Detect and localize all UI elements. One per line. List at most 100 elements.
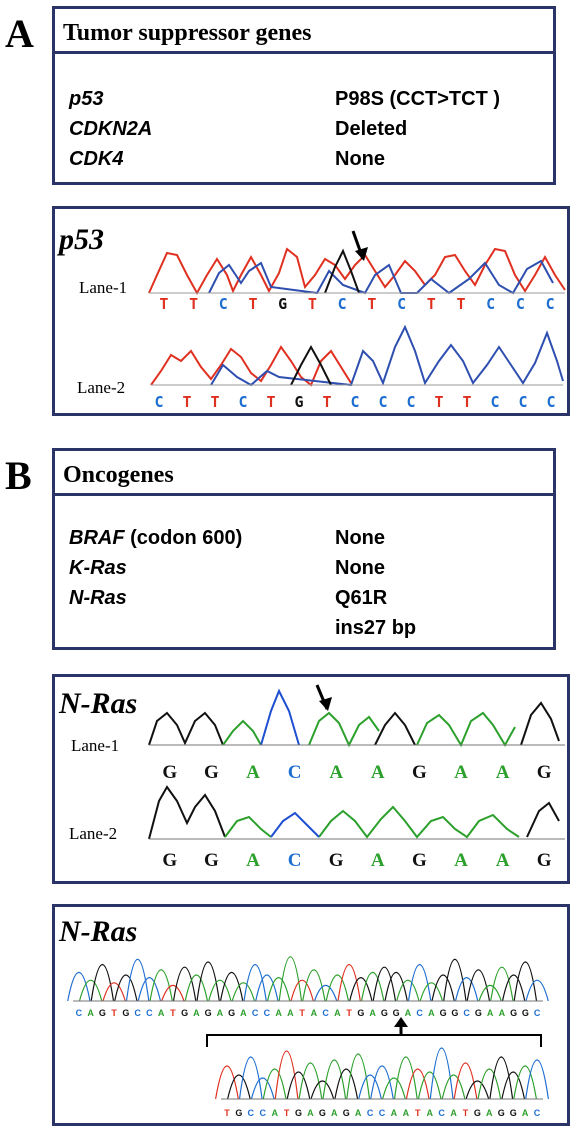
nras-lane2-trace-black (148, 785, 560, 840)
base-call: G (510, 1108, 517, 1118)
chromatogram-peak (384, 971, 408, 1002)
chromatogram-peak (325, 974, 350, 1002)
base-call: C (248, 1108, 255, 1118)
base-call: C (416, 1008, 423, 1018)
base-call: A (499, 1008, 506, 1018)
gene-name: CDK4 (69, 148, 124, 170)
base-call: G (295, 1108, 302, 1118)
base-call: C (134, 1008, 141, 1018)
nras-lane1-chromatogram (148, 688, 565, 748)
base-call: C (259, 1108, 266, 1118)
chromatogram-peak (490, 966, 514, 1002)
base-call: A (405, 1008, 412, 1018)
p53-lane1-chromatogram (148, 247, 566, 296)
base-call: C (288, 850, 302, 871)
oncogenes-table: Oncogenes BRAF (codon 600) None K-Ras No… (52, 448, 556, 650)
base-call: C (76, 1008, 83, 1018)
base-call: A (428, 1008, 435, 1018)
chromatogram-peak (370, 1065, 394, 1100)
nras-chromatogram-panel: N-Ras Lane-1 Lane-2 G G A C A A G A A G G G A C G A G A A… (52, 674, 570, 884)
gene-value: None (335, 527, 385, 549)
chromatogram-peak (219, 971, 244, 1002)
chromatogram-peak (466, 969, 491, 1002)
nras-insertion-top-chromatogram (67, 956, 549, 1002)
base-call: T (463, 1108, 469, 1118)
chromatogram-peak (441, 1074, 466, 1100)
chromatogram-peak (322, 1059, 347, 1100)
base-call: T (308, 295, 317, 313)
chromatogram-peak (346, 1053, 371, 1100)
chromatogram-peak (149, 969, 173, 1002)
base-call: A (496, 762, 510, 783)
chromatogram-peak (478, 984, 502, 1002)
base-call: G (329, 850, 344, 871)
base-call: A (522, 1108, 529, 1118)
chromatogram-peak (429, 1047, 454, 1100)
chromatogram-peak (525, 1059, 549, 1100)
tumor-suppressor-table: Tumor suppressor genes p53 P98S (CCT>TCT… (52, 6, 556, 185)
base-call: C (534, 1108, 541, 1118)
chromatogram-peak (78, 979, 103, 1002)
base-call: T (284, 1108, 290, 1118)
chromatogram-peak (137, 977, 162, 1002)
base-call: A (246, 850, 260, 871)
chromatogram-peak (465, 1080, 490, 1100)
base-call: T (170, 1008, 176, 1018)
title-divider (55, 51, 553, 54)
gene-name: CDKN2A (69, 118, 153, 140)
base-call: C (397, 295, 406, 313)
base-call: G (412, 850, 427, 871)
base-call: T (322, 393, 331, 411)
base-call: T (427, 295, 436, 313)
chromatogram-peak (125, 959, 150, 1002)
chromatogram-peak (454, 977, 479, 1002)
nras-lane1-trace-green (222, 711, 516, 748)
base-call: G (412, 762, 427, 783)
base-call: T (367, 295, 376, 313)
base-call: G (228, 1008, 235, 1018)
chromatogram-peak (172, 966, 197, 1002)
base-call: C (463, 1008, 470, 1018)
base-call: G (122, 1008, 129, 1018)
chromatogram-peak (525, 979, 549, 1002)
p53-lane2-trace (150, 345, 352, 387)
base-call: A (193, 1008, 200, 1018)
chromatogram-peak (208, 979, 232, 1002)
arrow-head (319, 697, 332, 711)
base-call: C (490, 393, 499, 411)
base-call: G (162, 850, 177, 871)
lane-label: Lane-1 (71, 736, 120, 755)
nras-mutation-arrow (315, 684, 332, 711)
base-call: G (294, 393, 303, 411)
base-call: C (378, 393, 387, 411)
chromatogram-peak (231, 982, 256, 1002)
p53-lane2-chromatogram (150, 324, 564, 387)
bracket-line (206, 1034, 542, 1047)
chromatogram-peak (443, 959, 467, 1002)
chromatogram-peak (513, 961, 538, 1002)
nras-lane2-trace-green (224, 805, 520, 839)
chromatogram-peak (313, 984, 338, 1002)
chromatogram-peak (453, 1062, 478, 1100)
base-call: A (334, 1008, 341, 1018)
base-call: G (498, 1108, 505, 1118)
chromatogram-peak (310, 1080, 335, 1100)
chromatogram-peak (196, 961, 220, 1002)
base-call: C (264, 1008, 271, 1018)
base-call: A (371, 850, 385, 871)
base-call: C (238, 393, 247, 411)
base-call: A (331, 1108, 338, 1118)
chromatogram-peak (302, 969, 326, 1002)
panel-letter-b: B (5, 453, 32, 498)
insertion-arrow-head (394, 1017, 408, 1027)
base-call: G (343, 1108, 350, 1118)
base-call: T (346, 1008, 352, 1018)
chromatogram-peak (358, 1074, 382, 1100)
base-call: G (204, 850, 219, 871)
base-call: A (454, 850, 468, 871)
chromatogram-peak (238, 1056, 263, 1100)
gene-name: p53 (69, 88, 104, 110)
chromatogram-peak (114, 974, 138, 1002)
chromatogram-peak (266, 977, 291, 1002)
